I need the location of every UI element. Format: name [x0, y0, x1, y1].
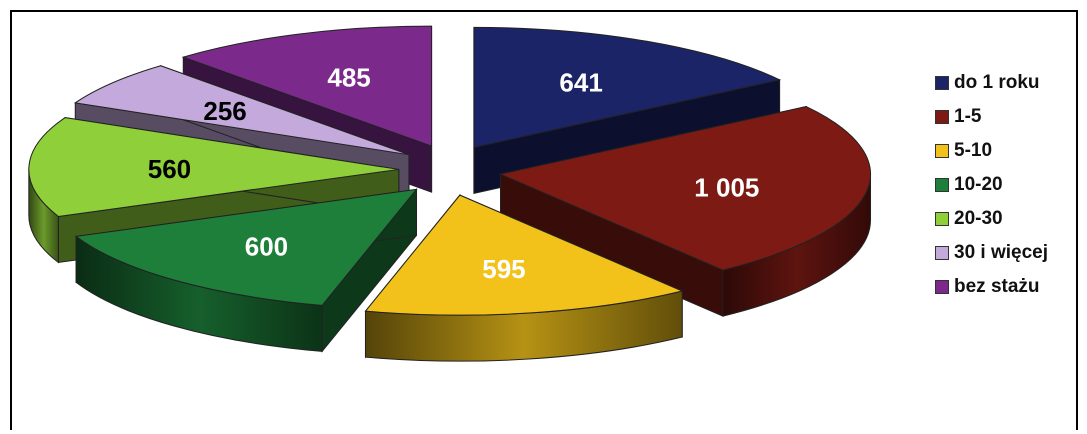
legend-label-0: do 1 roku — [954, 72, 1040, 93]
legend-label-5: 30 i więcej — [954, 242, 1049, 263]
pie-slice-6-top — [181, 25, 433, 147]
legend-item-4: 20-30 — [935, 202, 1048, 236]
legend-swatch-1 — [935, 110, 949, 124]
data-label-3: 600 — [245, 232, 288, 262]
legend-item-6: bez stażu — [935, 270, 1048, 304]
pie-slice-1 — [498, 105, 872, 317]
legend-swatch-3 — [935, 178, 949, 192]
legend-item-3: 10-20 — [935, 168, 1048, 202]
chart-frame — [10, 10, 1078, 430]
legend-label-2: 5-10 — [954, 140, 993, 161]
legend-label-1: 1-5 — [954, 106, 982, 127]
legend-label-3: 10-20 — [954, 174, 1003, 195]
legend-swatch-6 — [935, 280, 949, 294]
legend-swatch-4 — [935, 212, 949, 226]
legend-swatch-5 — [935, 246, 949, 260]
data-label-1: 1 005 — [694, 172, 759, 202]
pie-slice-3 — [74, 187, 418, 353]
legend-item-5: 30 i więcej — [935, 236, 1048, 270]
data-label-0: 641 — [559, 68, 602, 98]
pie-slice-1-top — [498, 106, 872, 271]
pie-slice-5-top — [73, 65, 410, 156]
pie-slice-3-top — [74, 188, 418, 306]
legend-swatch-0 — [935, 76, 949, 90]
legend-label-4: 20-30 — [954, 208, 1003, 229]
pie-slice-4-top — [28, 117, 399, 217]
data-label-2: 595 — [482, 254, 525, 284]
pie-slice-2 — [364, 193, 684, 362]
legend: do 1 roku 1-5 5-10 10-20 20-30 30 i więc… — [935, 66, 1048, 304]
legend-item-0: do 1 roku — [935, 66, 1048, 100]
legend-label-6: bez stażu — [954, 276, 1040, 297]
legend-item-2: 5-10 — [935, 134, 1048, 168]
legend-item-1: 1-5 — [935, 100, 1048, 134]
data-label-4: 560 — [148, 154, 191, 184]
pie-slice-2-top — [364, 194, 684, 316]
data-label-6: 485 — [327, 63, 370, 93]
data-label-5: 256 — [203, 96, 246, 126]
pie-slice-0-top — [473, 26, 782, 148]
legend-swatch-2 — [935, 144, 949, 158]
